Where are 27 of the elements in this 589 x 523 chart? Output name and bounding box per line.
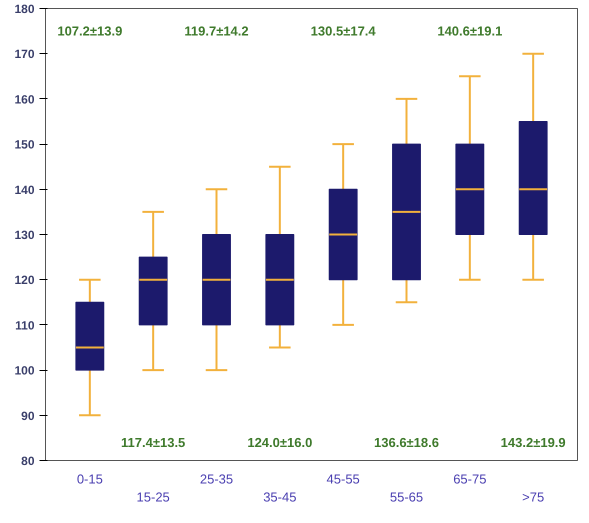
- x-tick-label: >75: [522, 490, 544, 504]
- y-tick-label: 130: [14, 228, 35, 242]
- annotation: 143.2±19.9: [500, 434, 566, 450]
- y-tick-label: 160: [14, 92, 35, 106]
- x-tick-label: 45-55: [326, 472, 360, 486]
- x-tick-label: 55-65: [390, 490, 424, 504]
- annotation: 107.2±13.9: [57, 24, 122, 39]
- y-tick-label: 150: [14, 138, 35, 152]
- y-tick-label: 90: [21, 408, 35, 423]
- y-tick-label: 80: [21, 454, 35, 468]
- annotation: 119.7±14.2: [184, 24, 249, 39]
- y-tick-label: 140: [14, 182, 35, 197]
- x-tick-label: 65-75: [453, 472, 486, 486]
- annotation: 136.6±18.6: [374, 434, 439, 450]
- x-tick-label: 35-45: [263, 490, 296, 504]
- annotation: 117.4±13.5: [121, 434, 186, 450]
- x-tick-label: 0-15: [76, 472, 103, 486]
- y-tick-label: 100: [14, 364, 35, 378]
- y-tick-label: 120: [14, 273, 35, 288]
- annotation: 124.0±16.0: [247, 434, 312, 450]
- x-tick-label: 15-25: [136, 490, 170, 504]
- y-tick-label: 110: [15, 318, 35, 332]
- annotation: 130.5±17.4: [310, 24, 376, 39]
- y-tick-label: 170: [14, 47, 35, 62]
- annotation: 140.6±19.1: [437, 24, 502, 39]
- x-tick-label: 25-35: [200, 472, 234, 486]
- y-tick-label: 180: [14, 2, 35, 16]
